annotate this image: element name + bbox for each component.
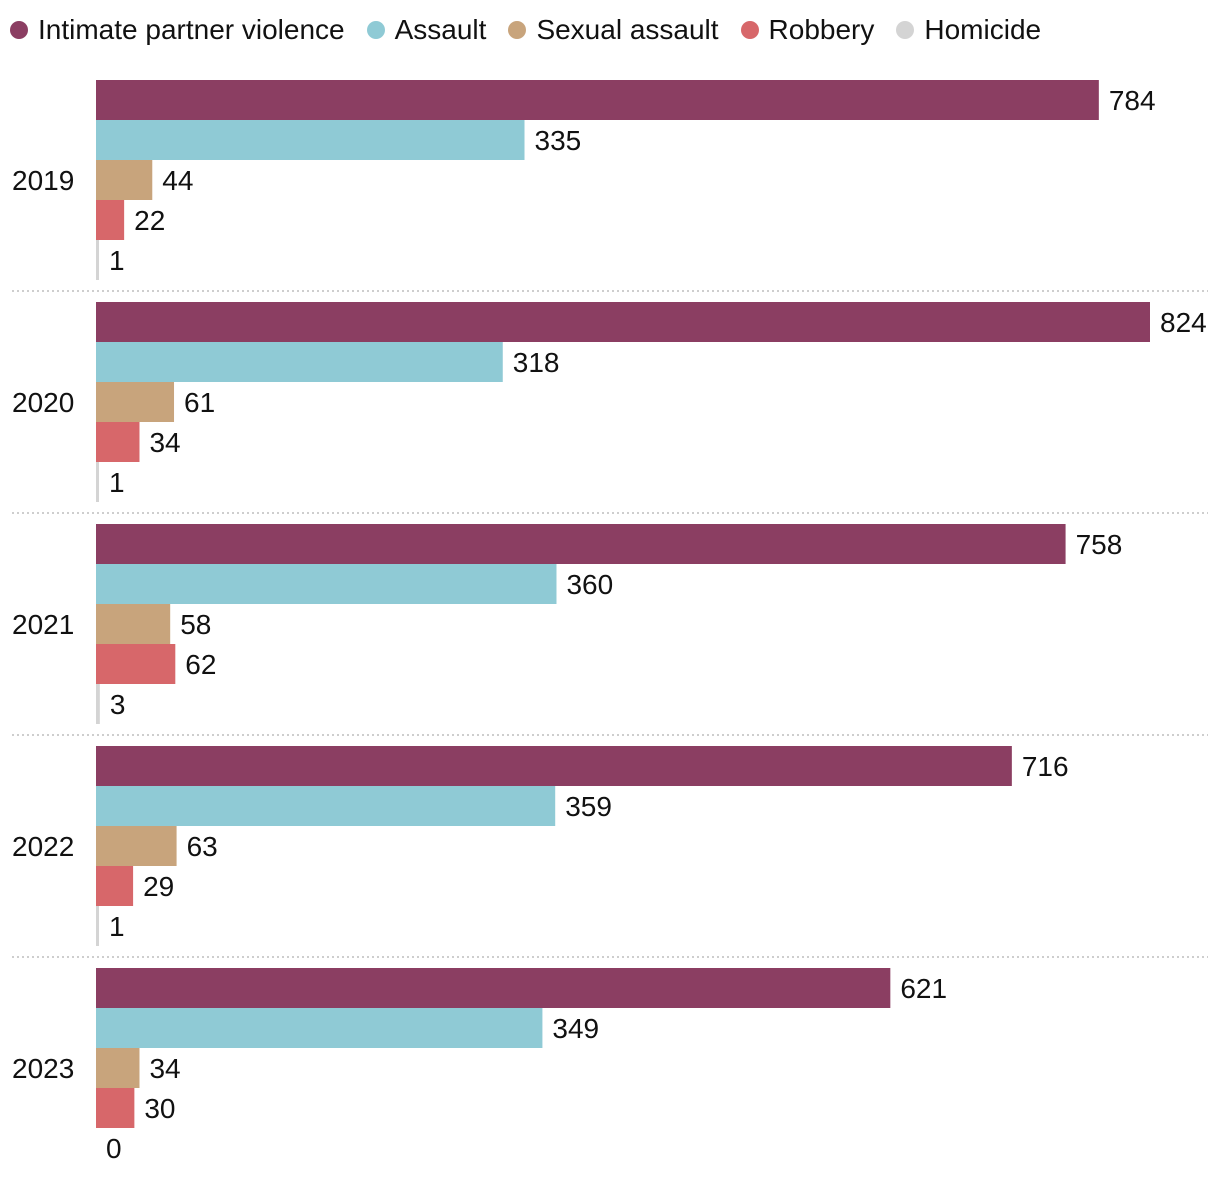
bar-2020-robbery — [96, 422, 140, 462]
legend-item-homicide: Homicide — [896, 14, 1041, 46]
value-label-2021-sexual-assault: 58 — [180, 609, 211, 640]
bar-2022-intimate-partner-violence — [96, 746, 1012, 786]
legend-item-intimate-partner-violence: Intimate partner violence — [10, 14, 345, 46]
value-label-2021-robbery: 62 — [185, 649, 216, 680]
value-label-2021-homicide: 3 — [110, 689, 126, 720]
legend-item-sexual-assault: Sexual assault — [508, 14, 719, 46]
value-label-2022-assault: 359 — [565, 791, 612, 822]
bar-2021-robbery — [96, 644, 176, 684]
bar-2020-homicide — [96, 462, 99, 502]
value-label-2023-assault: 349 — [552, 1013, 599, 1044]
legend: Intimate partner violence Assault Sexual… — [10, 14, 1063, 46]
value-label-2019-sexual-assault: 44 — [162, 165, 193, 196]
legend-swatch-intimate-partner-violence — [10, 21, 28, 39]
bar-2022-assault — [96, 786, 556, 826]
value-label-2020-assault: 318 — [513, 347, 560, 378]
bar-2023-sexual-assault — [96, 1048, 140, 1088]
legend-label-robbery: Robbery — [768, 14, 875, 45]
legend-swatch-sexual-assault — [508, 21, 527, 39]
value-label-2020-intimate-partner-violence: 824 — [1160, 307, 1207, 338]
value-label-2019-intimate-partner-violence: 784 — [1109, 85, 1156, 116]
value-label-2023-intimate-partner-violence: 621 — [900, 973, 947, 1004]
value-label-2020-robbery: 34 — [149, 427, 180, 458]
bar-2020-assault — [96, 342, 503, 382]
bar-2020-sexual-assault — [96, 382, 175, 422]
bar-2022-homicide — [96, 906, 99, 946]
legend-label-sexual-assault: Sexual assault — [536, 14, 719, 45]
legend-label-homicide: Homicide — [924, 14, 1042, 45]
bar-2021-assault — [96, 564, 557, 604]
value-label-2023-homicide: 0 — [106, 1133, 122, 1164]
value-label-2019-assault: 335 — [535, 125, 582, 156]
legend-swatch-assault — [366, 21, 385, 39]
value-label-2022-sexual-assault: 63 — [187, 831, 218, 862]
value-label-2019-robbery: 22 — [134, 205, 165, 236]
value-label-2021-assault: 360 — [566, 569, 613, 600]
legend-swatch-robbery — [740, 21, 759, 39]
legend-item-robbery: Robbery — [740, 14, 875, 46]
bar-2021-homicide — [96, 684, 100, 724]
category-label-2022: 2022 — [12, 831, 74, 862]
value-label-2020-homicide: 1 — [109, 467, 125, 498]
bar-2019-robbery — [96, 200, 125, 240]
legend-swatch-homicide — [896, 21, 915, 39]
category-label-2019: 2019 — [12, 165, 74, 196]
value-label-2023-robbery: 30 — [144, 1093, 175, 1124]
bar-2022-robbery — [96, 866, 134, 906]
bar-2019-intimate-partner-violence — [96, 80, 1099, 120]
bar-2023-intimate-partner-violence — [96, 968, 891, 1008]
legend-label-assault: Assault — [394, 14, 487, 45]
category-label-2023: 2023 — [12, 1053, 74, 1084]
value-label-2023-sexual-assault: 34 — [149, 1053, 180, 1084]
bar-2022-sexual-assault — [96, 826, 177, 866]
legend-item-assault: Assault — [366, 14, 487, 46]
value-label-2022-robbery: 29 — [143, 871, 174, 902]
bar-2019-homicide — [96, 240, 99, 280]
value-label-2022-intimate-partner-violence: 716 — [1022, 751, 1069, 782]
category-label-2020: 2020 — [12, 387, 74, 418]
bar-2023-assault — [96, 1008, 543, 1048]
value-label-2019-homicide: 1 — [109, 245, 125, 276]
value-label-2020-sexual-assault: 61 — [184, 387, 215, 418]
bar-2019-assault — [96, 120, 525, 160]
legend-label-intimate-partner-violence: Intimate partner violence — [38, 14, 345, 45]
bar-2021-sexual-assault — [96, 604, 171, 644]
bar-2021-intimate-partner-violence — [96, 524, 1066, 564]
bar-2023-robbery — [96, 1088, 135, 1128]
bar-2020-intimate-partner-violence — [96, 302, 1150, 342]
category-label-2021: 2021 — [12, 609, 74, 640]
bar-2019-sexual-assault — [96, 160, 153, 200]
value-label-2022-homicide: 1 — [109, 911, 125, 942]
value-label-2021-intimate-partner-violence: 758 — [1076, 529, 1123, 560]
